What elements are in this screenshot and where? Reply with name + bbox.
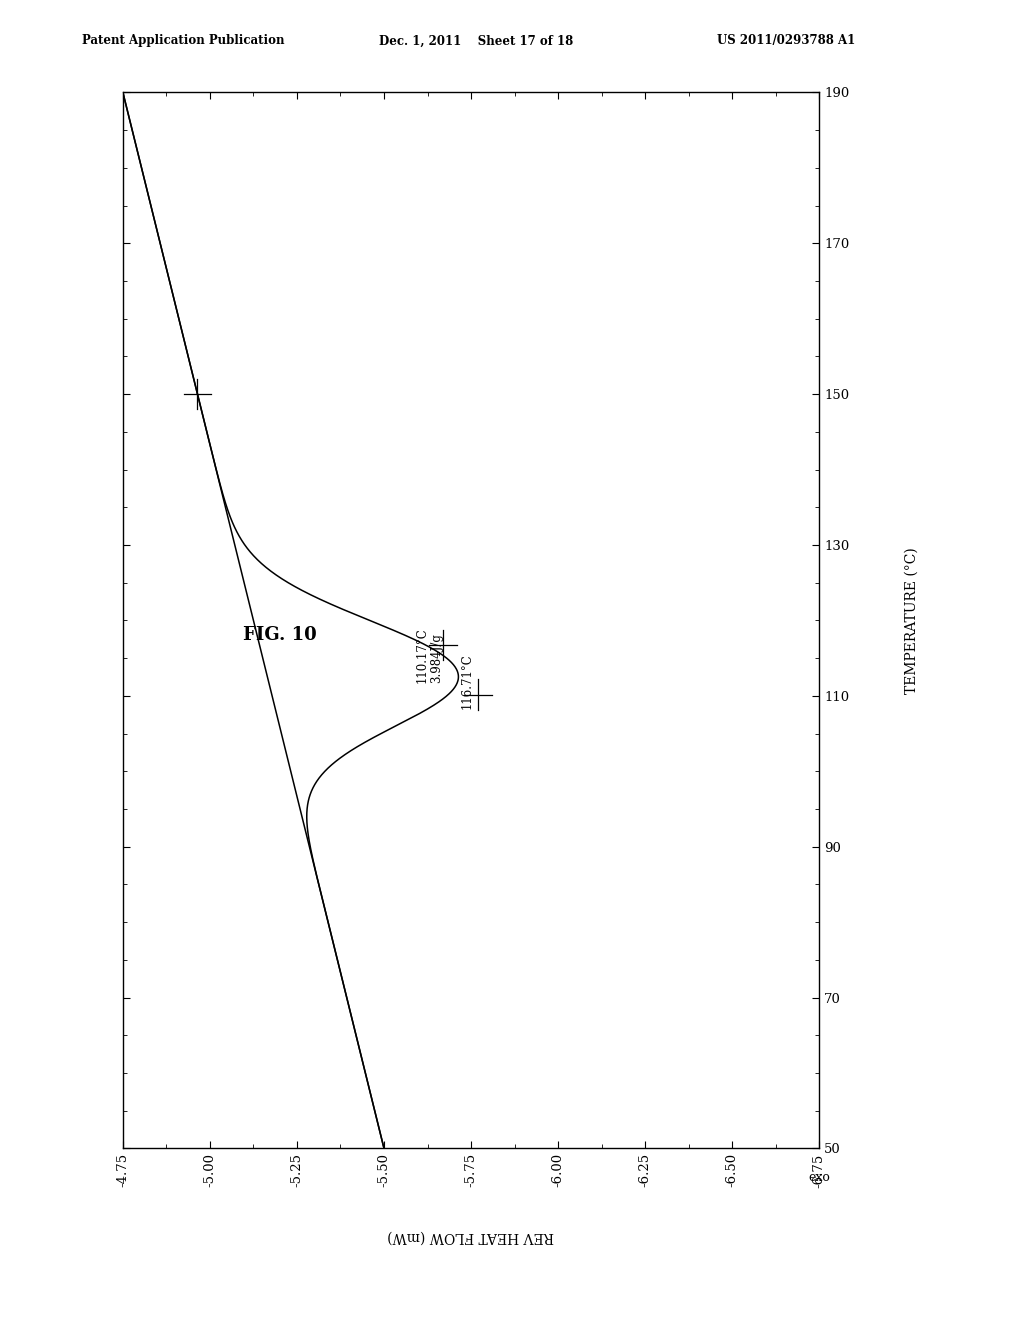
X-axis label: REV HEAT FLOW (mW): REV HEAT FLOW (mW) (388, 1229, 554, 1243)
Text: US 2011/0293788 A1: US 2011/0293788 A1 (717, 34, 855, 48)
Text: Dec. 1, 2011    Sheet 17 of 18: Dec. 1, 2011 Sheet 17 of 18 (379, 34, 573, 48)
Text: FIG. 10: FIG. 10 (243, 627, 316, 644)
Text: exo: exo (808, 1171, 830, 1184)
Text: 116.71°C: 116.71°C (461, 653, 473, 709)
Text: Patent Application Publication: Patent Application Publication (82, 34, 285, 48)
Y-axis label: TEMPERATURE (°C): TEMPERATURE (°C) (905, 546, 919, 694)
Text: 110.17°C
3.984J/g: 110.17°C 3.984J/g (415, 627, 443, 684)
